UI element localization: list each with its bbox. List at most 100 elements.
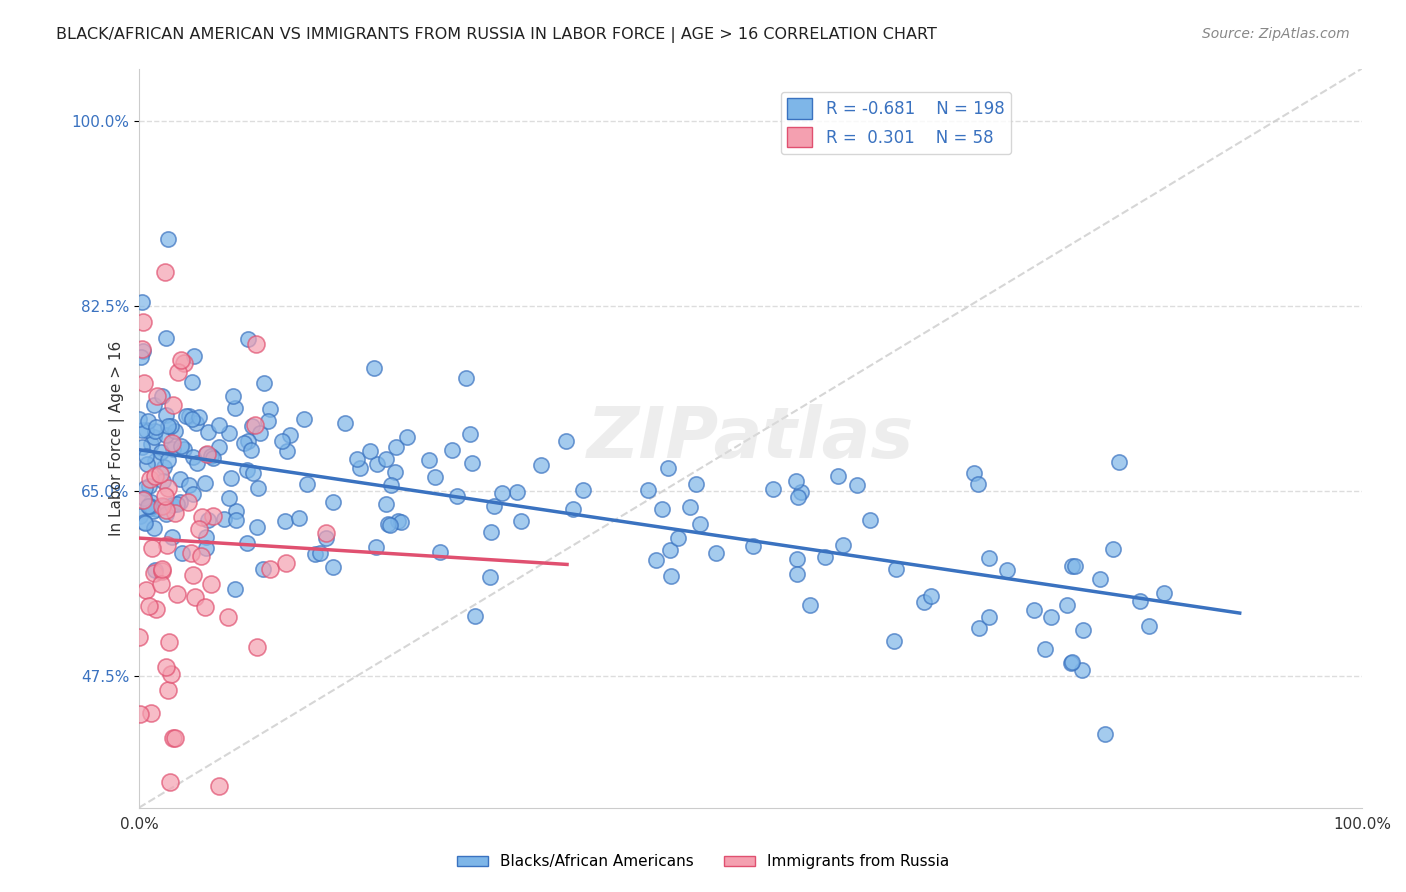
Point bbox=[389, 515, 412, 529]
Point bbox=[190, 549, 212, 563]
Point bbox=[160, 530, 183, 544]
Point bbox=[150, 500, 173, 514]
Point bbox=[530, 458, 553, 473]
Point bbox=[657, 460, 679, 475]
Point bbox=[418, 453, 440, 467]
Point bbox=[464, 609, 486, 624]
Point bbox=[977, 610, 1000, 624]
Point bbox=[160, 498, 183, 512]
Point bbox=[375, 497, 398, 511]
Point bbox=[212, 512, 235, 526]
Point bbox=[979, 550, 1001, 565]
Point bbox=[143, 520, 166, 534]
Point bbox=[194, 447, 217, 461]
Point bbox=[173, 442, 195, 456]
Point bbox=[245, 640, 267, 654]
Point bbox=[963, 466, 986, 480]
Point bbox=[814, 549, 837, 564]
Point bbox=[165, 507, 187, 521]
Point bbox=[208, 417, 231, 432]
Point bbox=[169, 353, 191, 368]
Point bbox=[685, 477, 707, 491]
Point bbox=[240, 443, 263, 458]
Point bbox=[271, 434, 294, 449]
Point bbox=[1040, 609, 1063, 624]
Point bbox=[461, 456, 484, 470]
Point bbox=[883, 634, 905, 648]
Point bbox=[259, 401, 281, 416]
Point bbox=[491, 485, 513, 500]
Legend: R = -0.681    N = 198, R =  0.301    N = 58: R = -0.681 N = 198, R = 0.301 N = 58 bbox=[780, 92, 1011, 154]
Point bbox=[155, 408, 177, 422]
Point bbox=[218, 491, 240, 506]
Point bbox=[478, 569, 501, 583]
Point bbox=[363, 361, 385, 376]
Point bbox=[274, 514, 297, 528]
Point bbox=[225, 512, 247, 526]
Point bbox=[232, 436, 254, 450]
Point bbox=[202, 508, 225, 523]
Point bbox=[145, 420, 167, 434]
Point bbox=[135, 582, 157, 597]
Point bbox=[183, 590, 205, 604]
Point bbox=[132, 314, 155, 328]
Point bbox=[1090, 572, 1112, 586]
Point bbox=[967, 620, 990, 634]
Point bbox=[173, 356, 195, 370]
Point bbox=[157, 683, 180, 698]
Point bbox=[188, 522, 211, 536]
Point bbox=[174, 409, 197, 423]
Point bbox=[165, 424, 187, 438]
Point bbox=[423, 470, 446, 484]
Point bbox=[195, 447, 218, 461]
Point bbox=[912, 595, 935, 609]
Point bbox=[346, 452, 368, 467]
Point bbox=[786, 566, 808, 581]
Point bbox=[506, 484, 529, 499]
Point bbox=[129, 508, 152, 523]
Point bbox=[359, 443, 381, 458]
Point bbox=[207, 779, 229, 793]
Point bbox=[132, 344, 155, 359]
Point bbox=[384, 465, 406, 479]
Point bbox=[186, 416, 208, 430]
Point bbox=[333, 416, 356, 430]
Point bbox=[510, 515, 533, 529]
Point bbox=[149, 467, 172, 481]
Point bbox=[995, 564, 1018, 578]
Point bbox=[143, 425, 166, 439]
Point bbox=[157, 481, 180, 495]
Point bbox=[240, 418, 263, 433]
Point bbox=[217, 609, 239, 624]
Point bbox=[859, 513, 882, 527]
Point bbox=[156, 538, 179, 552]
Point bbox=[846, 478, 869, 492]
Point bbox=[153, 460, 176, 475]
Point bbox=[666, 531, 689, 545]
Point bbox=[366, 457, 388, 471]
Point bbox=[188, 409, 211, 424]
Text: BLACK/AFRICAN AMERICAN VS IMMIGRANTS FROM RUSSIA IN LABOR FORCE | AGE > 16 CORRE: BLACK/AFRICAN AMERICAN VS IMMIGRANTS FRO… bbox=[56, 27, 938, 43]
Point bbox=[132, 515, 155, 529]
Point bbox=[219, 471, 242, 485]
Point bbox=[150, 561, 173, 575]
Point bbox=[224, 401, 246, 416]
Point bbox=[561, 501, 583, 516]
Point bbox=[157, 635, 180, 649]
Point bbox=[135, 449, 157, 463]
Point bbox=[194, 600, 217, 615]
Point bbox=[179, 409, 201, 423]
Point bbox=[742, 539, 765, 553]
Point bbox=[128, 412, 150, 426]
Point bbox=[322, 560, 344, 574]
Point bbox=[186, 456, 208, 470]
Point bbox=[637, 483, 659, 497]
Point bbox=[786, 552, 808, 566]
Point bbox=[156, 232, 179, 246]
Point bbox=[440, 443, 463, 458]
Point bbox=[134, 516, 156, 530]
Point bbox=[139, 501, 162, 516]
Point bbox=[832, 538, 855, 552]
Point bbox=[131, 493, 153, 508]
Point bbox=[166, 497, 188, 511]
